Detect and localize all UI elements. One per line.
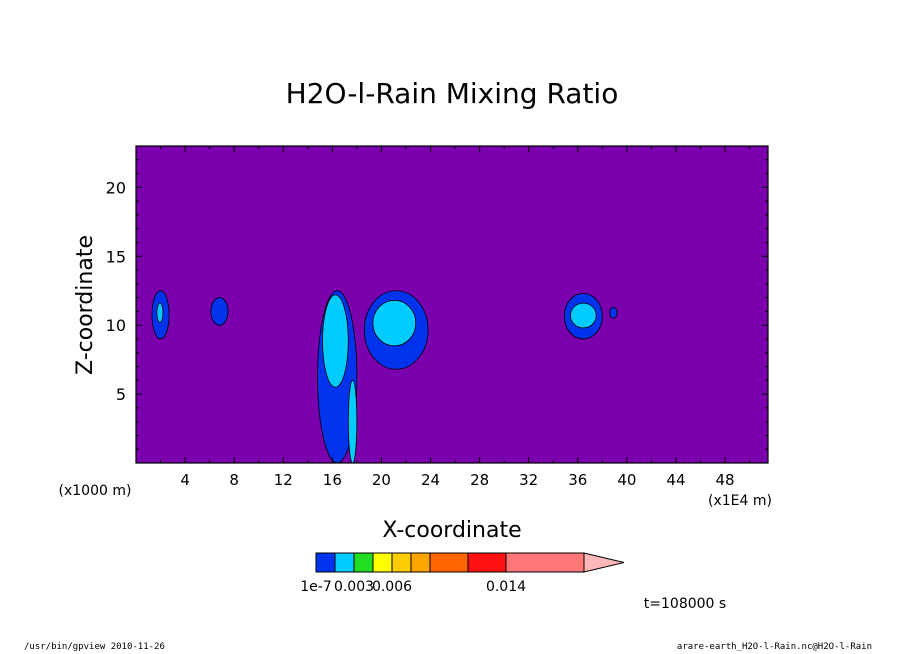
footer-right: arare-earth_H2O-l-Rain.nc@H2O-l-Rain [676, 642, 872, 652]
x-tick-label: 4 [180, 471, 190, 489]
x-tick-label: 48 [716, 471, 735, 489]
colorbar-segment [505, 552, 585, 573]
y-tick-label: 20 [106, 178, 126, 197]
y-axis-label: Z-coordinate [73, 235, 98, 375]
x-units-right: (x1E4 m) [708, 493, 772, 509]
y-axis-ticks: 5 10 15 20 [106, 159, 768, 450]
plot-area [136, 146, 768, 463]
colorbar-label: 1e-7 [300, 579, 331, 595]
plot-frame [135, 145, 769, 464]
rain-cells [151, 290, 618, 464]
rain-cell-9 [570, 302, 597, 329]
colorbar-segment [315, 552, 336, 573]
x-units-left: (x1000 m) [59, 483, 132, 499]
colorbar-label: 0.014 [486, 579, 526, 595]
rain-cell-5 [347, 379, 358, 464]
colorbar-segment [334, 552, 355, 573]
rain-cell-4 [322, 294, 349, 388]
x-axis-ticks: 4 8 12 16 20 24 28 32 36 40 44 48 [160, 146, 751, 489]
colorbar-segment [410, 552, 431, 573]
time-label: t=108000 s [644, 596, 726, 612]
footer-left: /usr/bin/gpview 2010-11-26 [24, 642, 165, 652]
x-tick-label: 12 [274, 471, 293, 489]
x-tick-label: 20 [372, 471, 391, 489]
y-tick-label: 15 [106, 247, 126, 266]
rain-cell-1 [156, 302, 164, 323]
x-tick-label: 16 [323, 471, 342, 489]
x-tick-label: 32 [519, 471, 538, 489]
colorbar-extend-arrow [583, 552, 625, 573]
colorbar-label: 0.003 [334, 579, 374, 595]
y-tick-label: 10 [106, 316, 126, 335]
x-tick-label: 36 [568, 471, 587, 489]
colorbar-segment [372, 552, 393, 573]
x-tick-label: 8 [229, 471, 239, 489]
rain-cell-2 [210, 297, 229, 326]
x-tick-label: 44 [666, 471, 685, 489]
x-axis-label: X-coordinate [382, 518, 521, 543]
x-tick-label: 24 [421, 471, 440, 489]
chart-title: H2O-l-Rain Mixing Ratio [286, 77, 619, 110]
rain-cell-7 [372, 299, 417, 347]
colorbar-segment [467, 552, 507, 573]
colorbar-segment [391, 552, 412, 573]
colorbar-segment [353, 552, 374, 573]
x-tick-label: 40 [617, 471, 636, 489]
y-tick-label: 5 [116, 385, 126, 404]
rain-cell-10 [609, 306, 618, 319]
x-tick-label: 28 [470, 471, 489, 489]
colorbar-segment [429, 552, 469, 573]
colorbar-label: 0.006 [372, 579, 412, 595]
